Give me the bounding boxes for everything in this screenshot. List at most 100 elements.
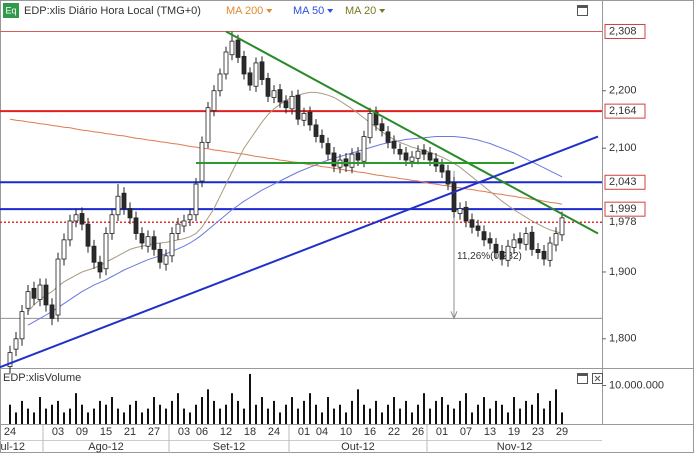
candle-body [187,214,193,221]
x-tick-label: 29 [556,426,568,438]
maximize-button[interactable] [577,5,588,16]
moving-average [27,136,563,326]
candle-body [175,223,181,234]
legend-arrow [327,9,334,13]
candle-body [313,124,319,137]
candle-body [163,255,169,265]
candle-body [55,258,61,316]
legend-label: MA 20 [345,5,376,17]
x-tick-label: 24 [4,426,16,438]
volume-bar [315,404,317,424]
candle-body [523,233,529,245]
candle-body [7,352,13,367]
candle-body [499,250,505,260]
level-box [604,23,646,39]
volume-bar [537,393,539,424]
level-label: 2,164 [609,105,637,117]
volume-bar [135,400,137,424]
volume-bar [339,404,341,424]
candle-body [181,220,187,227]
volume-bar [549,400,551,424]
volume-bar [465,393,467,424]
volume-bar [57,400,59,424]
candle-body [283,100,289,109]
volume-bar [447,404,449,424]
volume-bar [123,412,125,424]
volume-bar [117,408,119,424]
volume-bar [543,408,545,424]
volume-bar [495,400,497,424]
volume-bar [519,408,521,424]
x-tick-label: 07 [460,426,472,438]
candle-body [217,73,223,92]
icon-label: Eq [5,5,16,15]
volume-bar [561,412,563,424]
candle-body [505,245,511,261]
volume-bar [111,397,113,424]
volume-bar [243,408,245,424]
volume-tick-label: 10.000.000 [609,379,664,391]
volume-bar [303,400,305,424]
volume-bar [255,404,257,424]
volume-bar [27,408,29,424]
month-label: Ago-12 [88,441,123,453]
candle-body [391,140,397,149]
x-tick-label: 06 [196,426,208,438]
x-tick-label: 22 [388,426,400,438]
y-tick-label: 1,900 [609,266,637,278]
level-box [604,201,646,217]
volume-bar [33,412,35,424]
x-tick-label: 09 [76,426,88,438]
x-tick-label: 12 [220,426,232,438]
volume-bar [165,408,167,424]
volume-bar [429,408,431,424]
volume-bar [507,412,509,424]
candle-body [133,217,139,234]
candle-body [367,113,373,139]
volume-bar [267,408,269,424]
volume-bar [183,408,185,424]
volume-bar [405,400,407,424]
candle-body [409,156,415,162]
level-label: 2,308 [609,25,637,37]
candle-body [487,238,493,244]
legend-label: MA 50 [293,5,324,17]
volume-bar [69,408,71,424]
volume-bar [555,389,557,424]
maximize-button[interactable] [577,373,588,384]
volume-bar [489,408,491,424]
volume-title: EDP:xlisVolume [3,372,81,384]
volume-bar [399,408,401,424]
volume-bar [153,397,155,424]
candle-body [13,338,19,350]
x-tick-label: 23 [532,426,544,438]
candle-body [61,239,67,260]
candle-body [79,213,85,225]
candle-body [517,238,523,244]
candle-body [139,233,145,244]
candle-body [319,134,325,143]
moving-average [9,118,563,205]
candle-body [535,249,541,254]
candle-body [43,284,49,306]
x-tick-label: 13 [484,426,496,438]
month-label: Jul-12 [0,441,25,453]
candle-body [289,95,295,110]
volume-bar [45,408,47,424]
volume-bar [363,404,365,424]
volume-bar [237,400,239,424]
candle-body [475,225,481,231]
volume-bar [213,400,215,424]
volume-bar [279,412,281,424]
candle-body [415,150,421,159]
volume-bar [321,412,323,424]
trendline [0,135,599,369]
candle-body [97,261,103,273]
volume-bar [147,408,149,424]
y-tick-label: 1,800 [609,333,637,345]
candle-body [121,192,127,209]
volume-bar [531,404,533,424]
volume-bar [375,400,377,424]
candle-body [463,206,469,222]
